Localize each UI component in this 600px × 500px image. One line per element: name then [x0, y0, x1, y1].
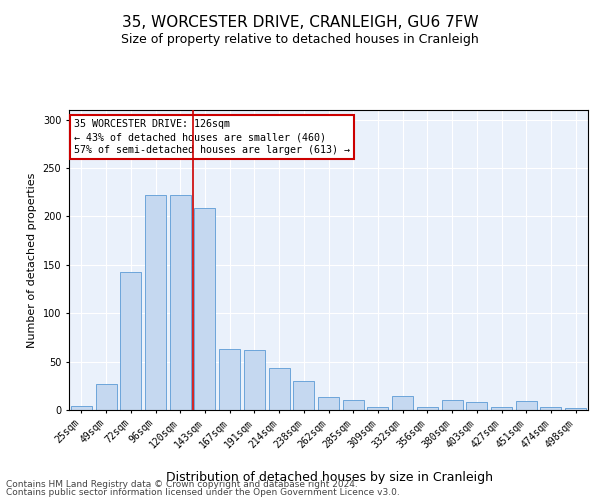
- Text: Contains public sector information licensed under the Open Government Licence v3: Contains public sector information licen…: [6, 488, 400, 497]
- Bar: [442, 400, 463, 410]
- Bar: [71, 406, 92, 410]
- Bar: [120, 272, 141, 410]
- Text: Distribution of detached houses by size in Cranleigh: Distribution of detached houses by size …: [167, 471, 493, 484]
- Bar: [466, 402, 487, 410]
- Bar: [145, 195, 166, 410]
- Text: 35 WORCESTER DRIVE: 126sqm
← 43% of detached houses are smaller (460)
57% of sem: 35 WORCESTER DRIVE: 126sqm ← 43% of deta…: [74, 119, 350, 156]
- Bar: [541, 407, 562, 410]
- Bar: [95, 384, 116, 410]
- Bar: [565, 408, 586, 410]
- Bar: [170, 195, 191, 410]
- Bar: [318, 398, 339, 410]
- Bar: [367, 407, 388, 410]
- Bar: [516, 402, 537, 410]
- Y-axis label: Number of detached properties: Number of detached properties: [27, 172, 37, 348]
- Bar: [269, 368, 290, 410]
- Bar: [491, 407, 512, 410]
- Bar: [194, 208, 215, 410]
- Text: Contains HM Land Registry data © Crown copyright and database right 2024.: Contains HM Land Registry data © Crown c…: [6, 480, 358, 489]
- Bar: [219, 349, 240, 410]
- Bar: [244, 350, 265, 410]
- Bar: [392, 396, 413, 410]
- Bar: [417, 407, 438, 410]
- Bar: [343, 400, 364, 410]
- Bar: [293, 381, 314, 410]
- Text: 35, WORCESTER DRIVE, CRANLEIGH, GU6 7FW: 35, WORCESTER DRIVE, CRANLEIGH, GU6 7FW: [122, 15, 478, 30]
- Text: Size of property relative to detached houses in Cranleigh: Size of property relative to detached ho…: [121, 32, 479, 46]
